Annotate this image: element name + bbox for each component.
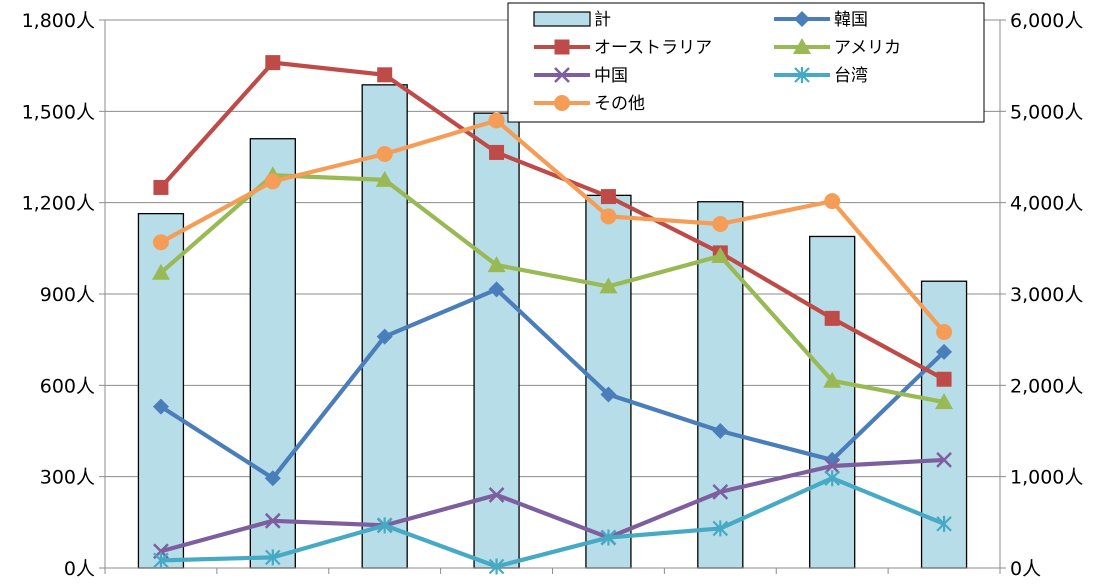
- legend-label: 韓国: [834, 10, 868, 30]
- marker-point: [488, 558, 505, 575]
- marker-point: [489, 144, 505, 160]
- marker-point: [794, 67, 810, 83]
- series-line: [159, 287, 946, 481]
- marker-point: [151, 263, 170, 280]
- marker-point: [824, 193, 841, 210]
- marker-point: [936, 343, 953, 360]
- marker-point: [153, 179, 169, 195]
- left-tick-label: 1,800人: [22, 10, 95, 32]
- legend-label: 台湾: [834, 66, 868, 86]
- left-tick-label: 900人: [40, 284, 95, 306]
- marker-point: [554, 95, 570, 111]
- marker-point: [265, 549, 281, 566]
- bar: [809, 235, 856, 569]
- right-tick-label: 0人: [1010, 558, 1041, 580]
- legend-label: アメリカ: [834, 38, 901, 58]
- right-tick-label: 2,000人: [1010, 375, 1083, 397]
- marker-point: [265, 55, 281, 71]
- marker-point: [152, 234, 169, 251]
- right-tick-label: 3,000人: [1010, 284, 1083, 306]
- marker-point: [935, 393, 954, 410]
- marker-point: [554, 39, 570, 55]
- marker-point: [793, 38, 811, 54]
- marker-point: [554, 67, 570, 83]
- legend-label: 計: [594, 10, 611, 30]
- right-tick-label: 6,000人: [1010, 10, 1083, 32]
- left-tick-label: 600人: [40, 375, 95, 397]
- series-line: [159, 60, 946, 382]
- right-tick-label: 5,000人: [1010, 101, 1083, 123]
- left-tick-label: 0人: [64, 558, 95, 580]
- tick-labels: 0人 300人 600人 900人 1,200人 1,500人 1,800人 0人 1,000人…: [22, 10, 1084, 580]
- marker-point: [376, 517, 393, 534]
- marker-point: [488, 112, 505, 129]
- bar: [249, 138, 296, 569]
- line-series: [151, 55, 954, 575]
- marker-point: [376, 145, 393, 162]
- marker-point: [152, 398, 169, 415]
- bar-series: [137, 84, 968, 569]
- marker-point: [375, 170, 394, 187]
- marker-point: [824, 470, 840, 487]
- marker-point: [712, 520, 729, 537]
- marker-point: [936, 515, 952, 532]
- marker-point: [600, 529, 617, 546]
- series-line: [160, 476, 945, 569]
- marker-point: [600, 189, 616, 205]
- marker-point: [600, 386, 617, 403]
- marker-point: [794, 11, 810, 27]
- left-tick-label: 1,200人: [22, 193, 95, 215]
- marker-point: [600, 208, 617, 225]
- marker-point: [264, 470, 281, 487]
- marker-point: [824, 458, 841, 474]
- marker-point: [824, 310, 840, 326]
- legend-label: その他: [594, 94, 645, 114]
- marker-point: [712, 423, 729, 439]
- marker-point: [264, 512, 281, 529]
- marker-point: [823, 371, 842, 388]
- marker-point: [487, 256, 506, 273]
- legend-label: 中国: [594, 66, 628, 86]
- series-line: [160, 457, 945, 554]
- right-tick-label: 1,000人: [1010, 467, 1083, 489]
- marker-point: [153, 552, 169, 569]
- axes: [99, 19, 1006, 574]
- marker-point: [376, 328, 393, 345]
- marker-point: [936, 324, 953, 341]
- series-line: [159, 118, 946, 334]
- marker-point: [712, 215, 729, 232]
- marker-point: [936, 452, 952, 468]
- legend-swatch: [533, 11, 591, 27]
- marker-point: [264, 173, 281, 190]
- right-tick-label: 4,000人: [1010, 193, 1083, 215]
- marker-point: [488, 487, 505, 503]
- left-tick-label: 300人: [40, 467, 95, 489]
- marker-point: [377, 67, 393, 83]
- marker-point: [712, 484, 729, 500]
- marker-point: [711, 246, 730, 263]
- marker-point: [488, 281, 505, 298]
- legend-label: オーストラリア: [594, 38, 712, 58]
- bar: [473, 112, 520, 569]
- left-tick-label: 1,500人: [22, 101, 95, 123]
- marker-point: [599, 277, 618, 294]
- marker-point: [936, 371, 952, 387]
